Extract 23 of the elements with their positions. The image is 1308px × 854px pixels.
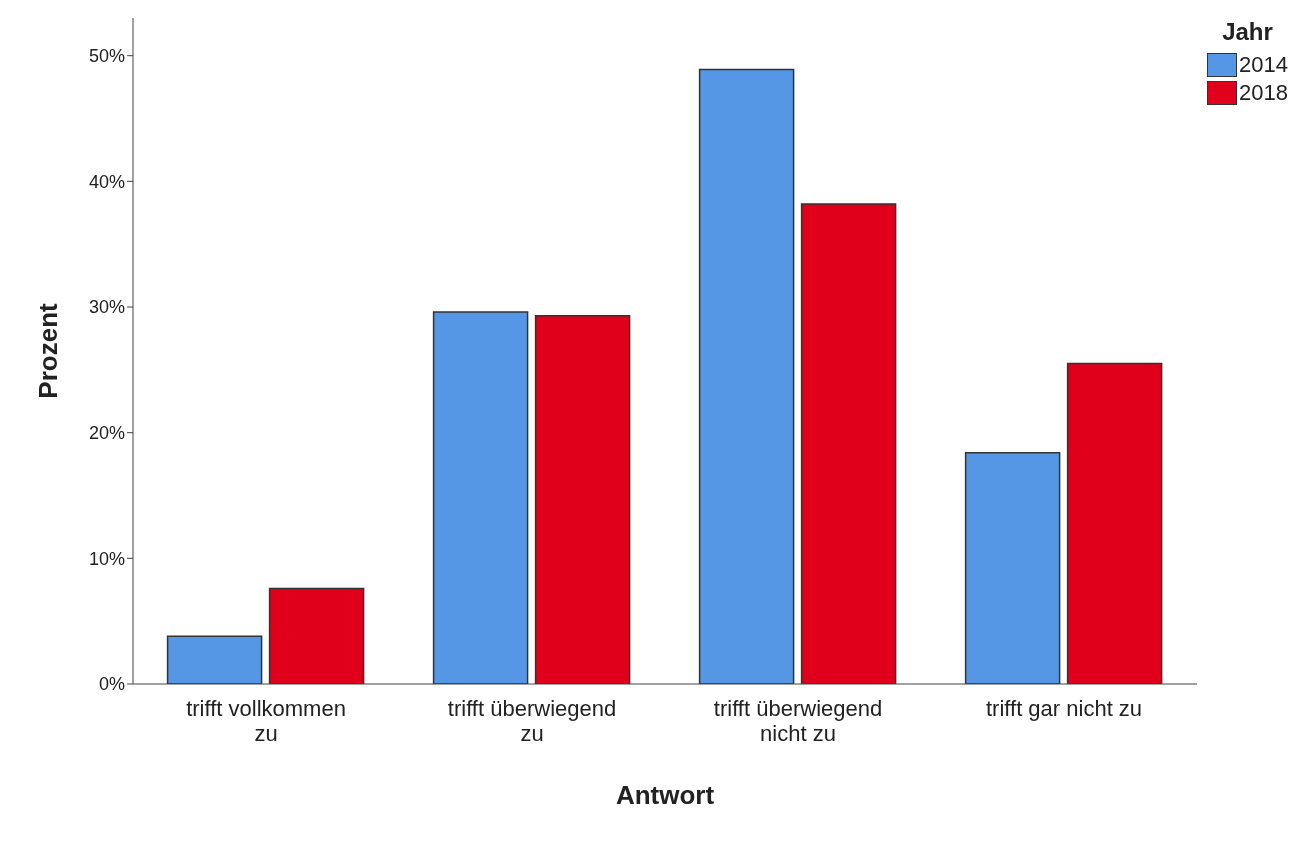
bar bbox=[534, 315, 631, 684]
y-tick-label: 50% bbox=[88, 46, 125, 67]
legend-title: Jahr bbox=[1221, 18, 1274, 46]
bar bbox=[964, 452, 1061, 684]
bar bbox=[432, 311, 529, 684]
x-tick-label: trifft überwiegend nicht zu bbox=[713, 696, 883, 746]
bar bbox=[698, 68, 795, 684]
x-axis-title: Antwort bbox=[615, 780, 715, 810]
legend-label: 2018 bbox=[1238, 80, 1288, 106]
x-tick-label: trifft gar nicht zu bbox=[985, 696, 1143, 721]
y-tick-label: 40% bbox=[88, 171, 125, 192]
bar bbox=[166, 635, 263, 684]
y-tick-label: 30% bbox=[88, 297, 125, 318]
y-axis-title: Prozent bbox=[33, 302, 64, 399]
bar bbox=[1066, 362, 1163, 684]
x-tick-label: trifft vollkommen zu bbox=[186, 696, 346, 746]
legend-label: 2014 bbox=[1238, 52, 1288, 78]
bar bbox=[800, 203, 897, 684]
y-tick-label: 10% bbox=[88, 548, 125, 569]
y-tick-label: 0% bbox=[98, 674, 125, 695]
y-tick-label: 20% bbox=[88, 423, 125, 444]
x-tick-label: trifft überwiegend zu bbox=[447, 696, 617, 746]
bar bbox=[268, 587, 365, 684]
